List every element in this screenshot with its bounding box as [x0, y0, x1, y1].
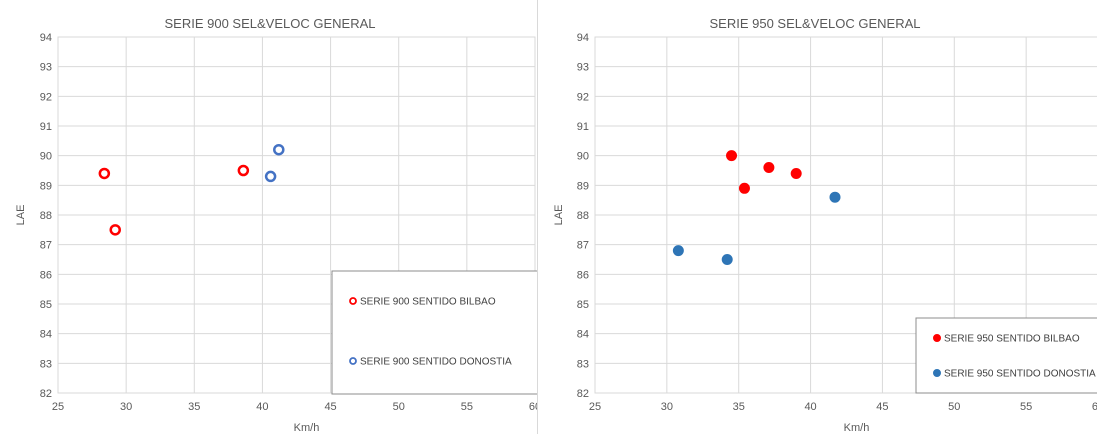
legend: SERIE 950 SENTIDO BILBAO SERIE 950 SENTID… [915, 317, 1097, 394]
data-point [829, 191, 841, 203]
legend-entry: SERIE 950 SENTIDO DONOSTIA [944, 369, 1096, 380]
data-point [273, 143, 285, 156]
y-axis-label: LAE [15, 205, 27, 226]
y-tick-label: 85 [40, 299, 52, 311]
x-tick-label: 60 [529, 401, 537, 413]
data-point [264, 170, 277, 183]
y-tick-label: 82 [40, 388, 52, 400]
legend: SERIE 900 SENTIDO BILBAO SERIE 900 SENTID… [331, 270, 537, 395]
data-point [790, 167, 802, 179]
x-tick-label: 55 [1020, 401, 1032, 413]
x-tick-label: 35 [188, 401, 200, 413]
chart-left-svg: 82 83 84 85 86 87 88 89 90 91 92 93 94 25 30 35 40 45 50 55… [15, 16, 537, 434]
data-point [721, 254, 733, 265]
legend-marker [933, 369, 941, 377]
x-tick-label: 30 [120, 401, 132, 413]
x-axis-label: Km/h [844, 422, 870, 434]
y-tick-label: 89 [40, 180, 52, 192]
y-tick-label: 89 [577, 180, 589, 192]
data-point [109, 224, 121, 236]
y-tick-label: 85 [577, 299, 589, 311]
y-tick-label: 90 [40, 151, 52, 163]
y-tick-label: 83 [40, 358, 52, 370]
y-axis-label: LAE [553, 205, 565, 226]
chart-left: 82 83 84 85 86 87 88 89 90 91 92 93 94 25 30 35 40 45 50 55… [0, 0, 538, 434]
y-tick-label: 82 [577, 388, 589, 400]
y-tick-label: 93 [577, 62, 589, 74]
chart-title: SERIE 900 SEL&VELOC GENERAL [165, 16, 376, 31]
y-tick-label: 93 [40, 62, 52, 74]
legend-marker [349, 357, 357, 365]
x-tick-label: 25 [589, 401, 601, 413]
x-tick-label: 55 [461, 401, 473, 413]
y-tick-label: 87 [577, 240, 589, 252]
y-tick-label: 86 [577, 269, 589, 281]
x-tick-label: 30 [661, 401, 673, 413]
legend-entry: SERIE 900 SENTIDO DONOSTIA [360, 357, 512, 368]
x-tick-label: 45 [324, 401, 336, 413]
chart-title: SERIE 950 SEL&VELOC GENERAL [710, 16, 921, 31]
y-tick-label: 83 [577, 358, 589, 370]
chart-right: 82 83 84 85 86 87 88 89 90 91 92 93 94 25 30 35 40 45 50 55… [538, 0, 1097, 434]
y-tick-label: 92 [577, 91, 589, 103]
legend-marker [933, 334, 941, 342]
chart-right-svg: 82 83 84 85 86 87 88 89 90 91 92 93 94 25 30 35 40 45 50 55… [553, 16, 1097, 434]
y-tick-label: 91 [40, 121, 52, 133]
y-tick-label: 84 [40, 329, 52, 341]
data-point [672, 245, 684, 257]
legend-marker [349, 297, 357, 305]
y-tick-label: 94 [577, 32, 589, 44]
y-tick-label: 90 [577, 151, 589, 163]
legend-entry: SERIE 950 SENTIDO BILBAO [944, 334, 1080, 345]
y-tick-label: 88 [40, 210, 52, 222]
x-tick-label: 40 [256, 401, 268, 413]
x-tick-label: 35 [733, 401, 745, 413]
x-tick-label: 50 [393, 401, 405, 413]
legend-entry: SERIE 900 SENTIDO BILBAO [360, 297, 496, 308]
x-tick-label: 25 [52, 401, 64, 413]
y-tick-label: 94 [40, 32, 52, 44]
y-tick-label: 91 [577, 121, 589, 133]
legend-box [915, 317, 1097, 394]
x-axis-label: Km/h [294, 422, 320, 434]
y-tick-label: 87 [40, 240, 52, 252]
x-tick-label: 40 [804, 401, 816, 413]
y-tick-label: 84 [577, 329, 589, 341]
x-tick-label: 50 [948, 401, 960, 413]
x-tick-label: 60 [1092, 401, 1097, 413]
x-tick-label: 45 [876, 401, 888, 413]
data-point [726, 150, 738, 162]
legend-box [331, 270, 537, 395]
y-tick-label: 92 [40, 91, 52, 103]
data-point [237, 164, 250, 177]
data-point [763, 162, 775, 174]
data-point [738, 182, 750, 194]
y-tick-label: 86 [40, 269, 52, 281]
y-tick-label: 88 [577, 210, 589, 222]
data-point [98, 167, 111, 180]
